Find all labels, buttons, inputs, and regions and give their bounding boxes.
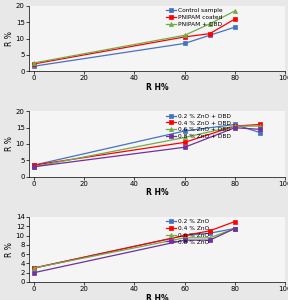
0.2 % ZnO [208,231,211,235]
X-axis label: R H%: R H% [146,82,168,91]
X-axis label: R H%: R H% [146,294,168,300]
Line: PNIPAM + DBD: PNIPAM + DBD [32,9,237,65]
Y-axis label: R %: R % [5,31,14,46]
Line: 0.4 % ZnO: 0.4 % ZnO [32,220,237,270]
Control sample [208,34,211,37]
0.2 % ZnO [183,234,186,237]
0.8 % ZnO [32,271,35,275]
0.6 % ZnO + DBD [183,136,186,139]
Line: 0.8 % ZnO: 0.8 % ZnO [32,226,237,275]
Legend: Control sample, PNIPAM coated, PNIPAM + DBD: Control sample, PNIPAM coated, PNIPAM + … [165,8,223,28]
Line: 0.8 % ZnO + DBD: 0.8 % ZnO + DBD [32,126,262,169]
0.4 % ZnO + DBD [32,164,35,167]
0.4 % ZnO [208,229,211,233]
0.2 % ZnO + DBD [32,164,35,167]
Control sample [233,26,236,29]
Legend: 0.2 % ZnO, 0.4 % ZnO, 0.6 % ZnO, 0.8 % ZnO: 0.2 % ZnO, 0.4 % ZnO, 0.6 % ZnO, 0.8 % Z… [165,218,210,245]
0.4 % ZnO [183,234,186,237]
0.4 % ZnO [32,266,35,270]
Y-axis label: R %: R % [5,242,14,257]
PNIPAM + DBD [183,34,186,37]
0.6 % ZnO + DBD [233,124,236,128]
0.8 % ZnO + DBD [32,165,35,169]
Line: 0.6 % ZnO: 0.6 % ZnO [32,226,237,270]
0.6 % ZnO + DBD [32,165,35,169]
Line: 0.2 % ZnO + DBD: 0.2 % ZnO + DBD [32,122,262,167]
0.2 % ZnO [32,266,35,270]
X-axis label: R H%: R H% [146,188,168,197]
Line: 0.2 % ZnO: 0.2 % ZnO [32,226,237,270]
0.4 % ZnO + DBD [183,141,186,144]
PNIPAM coated [183,35,186,39]
0.4 % ZnO [233,220,236,224]
0.8 % ZnO + DBD [233,126,236,130]
0.2 % ZnO + DBD [233,123,236,126]
0.2 % ZnO + DBD [258,131,262,134]
PNIPAM coated [233,17,236,21]
PNIPAM coated [208,32,211,35]
PNIPAM + DBD [208,22,211,26]
0.6 % ZnO [32,266,35,270]
Control sample [183,42,186,45]
Control sample [32,64,35,68]
0.8 % ZnO + DBD [258,128,262,131]
0.2 % ZnO + DBD [183,129,186,133]
Y-axis label: R %: R % [5,136,14,152]
Line: 0.6 % ZnO + DBD: 0.6 % ZnO + DBD [32,124,262,169]
Line: PNIPAM coated: PNIPAM coated [32,17,237,66]
0.8 % ZnO + DBD [183,146,186,149]
0.4 % ZnO + DBD [233,124,236,128]
0.8 % ZnO [208,238,211,242]
PNIPAM coated [32,62,35,66]
0.6 % ZnO [233,227,236,230]
0.4 % ZnO + DBD [258,123,262,126]
0.2 % ZnO [233,227,236,230]
0.6 % ZnO [183,236,186,240]
PNIPAM + DBD [32,61,35,65]
Line: Control sample: Control sample [32,25,237,68]
Line: 0.4 % ZnO + DBD: 0.4 % ZnO + DBD [32,122,262,167]
0.8 % ZnO [183,238,186,242]
Legend: 0.2 % ZnO + DBD, 0.4 % ZnO + DBD, 0.6 % ZnO + DBD, 0.8 % ZnO + DBD: 0.2 % ZnO + DBD, 0.4 % ZnO + DBD, 0.6 % … [165,113,232,140]
0.8 % ZnO [233,227,236,230]
0.6 % ZnO + DBD [258,124,262,128]
PNIPAM + DBD [233,9,236,13]
0.6 % ZnO [208,236,211,240]
